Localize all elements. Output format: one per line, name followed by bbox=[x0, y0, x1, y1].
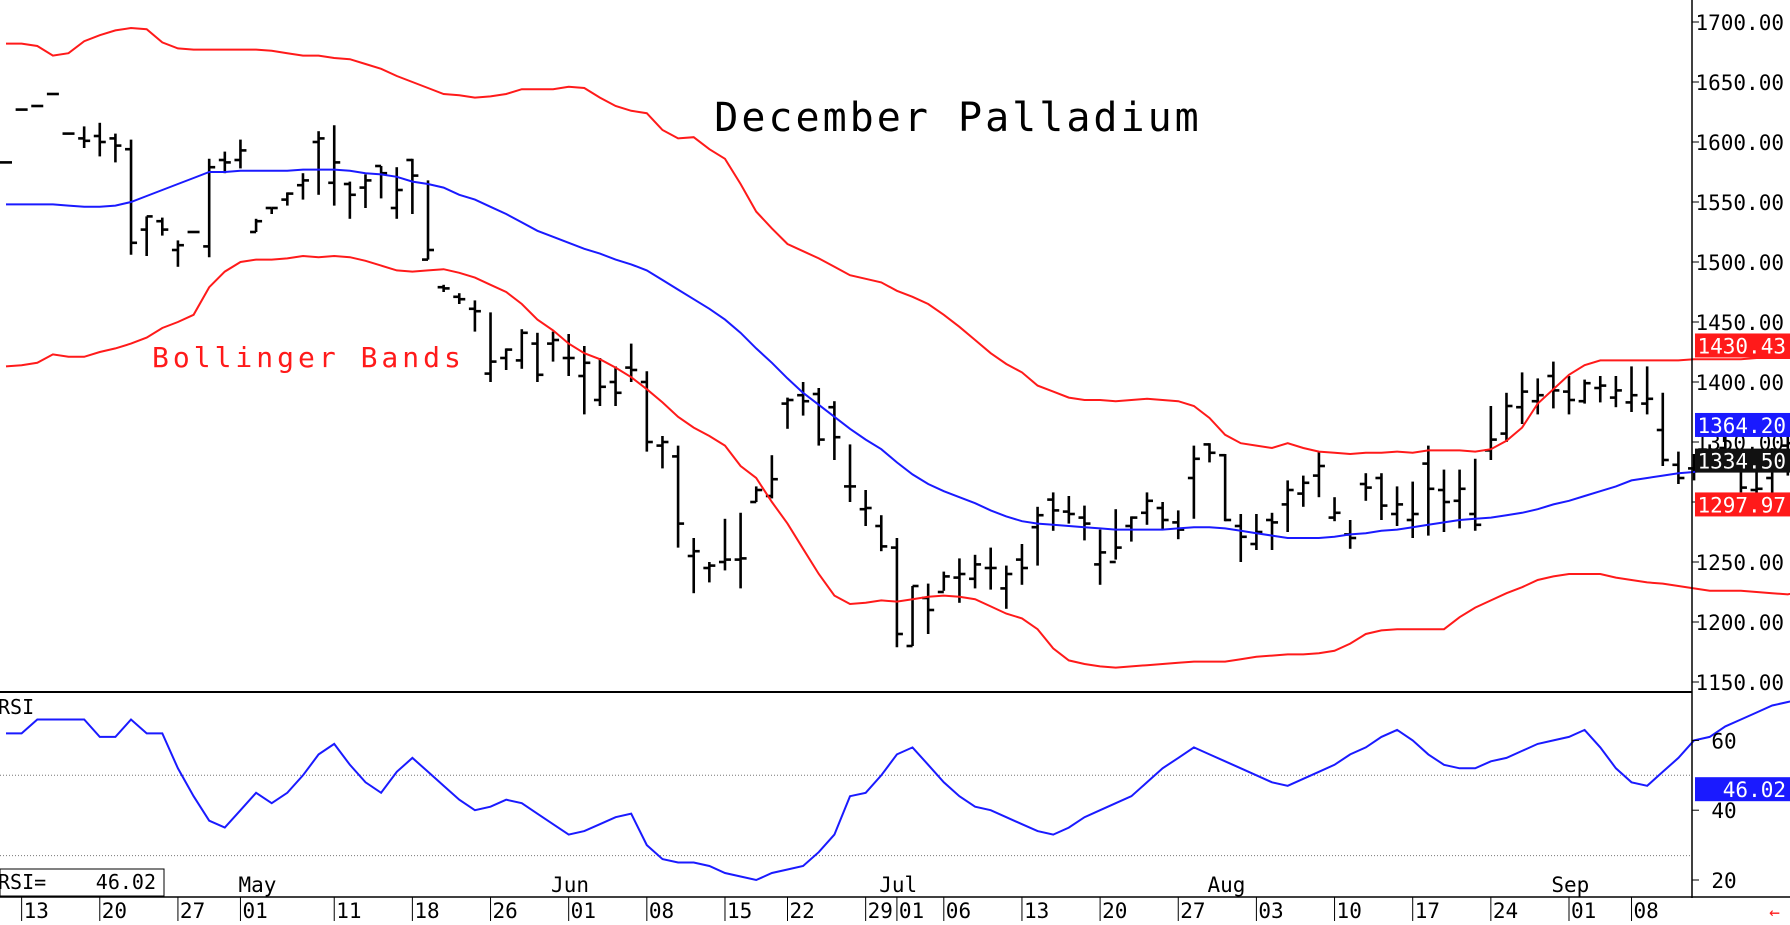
price-tick-label: 1650.00 bbox=[1695, 71, 1784, 95]
date-tick-label: 22 bbox=[790, 899, 815, 921]
date-tick-label: 18 bbox=[414, 899, 439, 921]
date-tick-label: 06 bbox=[946, 899, 971, 921]
price-value-label: 1430.43 bbox=[1697, 334, 1786, 358]
price-tick-label: 1400.00 bbox=[1695, 371, 1784, 395]
price-tick-label: 1700.00 bbox=[1695, 11, 1784, 35]
rsi-panel-title: RSI bbox=[0, 695, 34, 719]
rsi-tick-label: 60 bbox=[1711, 729, 1736, 753]
rsi-readout-value: 46.02 bbox=[96, 870, 156, 894]
price-tick-label: 1600.00 bbox=[1695, 131, 1784, 155]
price-value-label: 1297.97 bbox=[1697, 493, 1786, 517]
date-tick-label: 10 bbox=[1337, 899, 1362, 921]
date-tick-label: 26 bbox=[493, 899, 518, 921]
month-label: Jul bbox=[879, 873, 917, 897]
month-label: Sep bbox=[1551, 873, 1589, 897]
month-label: May bbox=[238, 873, 276, 897]
date-tick-label: 01 bbox=[899, 899, 924, 921]
month-label: Aug bbox=[1208, 873, 1246, 897]
chart-title: December Palladium bbox=[714, 95, 1201, 141]
price-tick-label: 1200.00 bbox=[1695, 611, 1784, 635]
date-tick-label: 03 bbox=[1258, 899, 1283, 921]
bands-annotation: Bollinger Bands bbox=[152, 341, 465, 374]
month-label: Jun bbox=[551, 873, 589, 897]
date-tick-label: 27 bbox=[180, 899, 205, 921]
date-tick-label: 08 bbox=[1634, 899, 1659, 921]
date-tick-label: 01 bbox=[242, 899, 267, 921]
rsi-tick-label: 20 bbox=[1711, 869, 1736, 893]
price-tick-label: 1550.00 bbox=[1695, 191, 1784, 215]
price-value-label: 1334.50 bbox=[1697, 450, 1786, 474]
price-value-label: 1364.20 bbox=[1697, 414, 1786, 438]
date-tick-label: 01 bbox=[571, 899, 596, 921]
price-tick-label: 1250.00 bbox=[1695, 551, 1784, 575]
price-tick-label: 1500.00 bbox=[1695, 251, 1784, 275]
rsi-tick-label: 40 bbox=[1711, 799, 1736, 823]
price-tick-label: 1150.00 bbox=[1695, 671, 1784, 695]
price-tick-label: 1450.00 bbox=[1695, 311, 1784, 335]
date-tick-label: 01 bbox=[1571, 899, 1596, 921]
date-tick-label: 17 bbox=[1415, 899, 1440, 921]
date-tick-label: 27 bbox=[1180, 899, 1205, 921]
rsi-value-label: 46.02 bbox=[1723, 778, 1786, 802]
date-tick-label: 15 bbox=[727, 899, 752, 921]
date-tick-label: 13 bbox=[24, 899, 49, 921]
date-tick-label: 20 bbox=[102, 899, 127, 921]
date-tick-label: 11 bbox=[336, 899, 361, 921]
date-tick-label: 20 bbox=[1102, 899, 1127, 921]
date-tick-label: 08 bbox=[649, 899, 674, 921]
date-tick-label: 29 bbox=[868, 899, 893, 921]
date-tick-label: 13 bbox=[1024, 899, 1049, 921]
rsi-readout-label: RSI= bbox=[0, 870, 46, 894]
scroll-arrow-icon: ← bbox=[1769, 902, 1780, 921]
date-tick-label: 24 bbox=[1493, 899, 1518, 921]
